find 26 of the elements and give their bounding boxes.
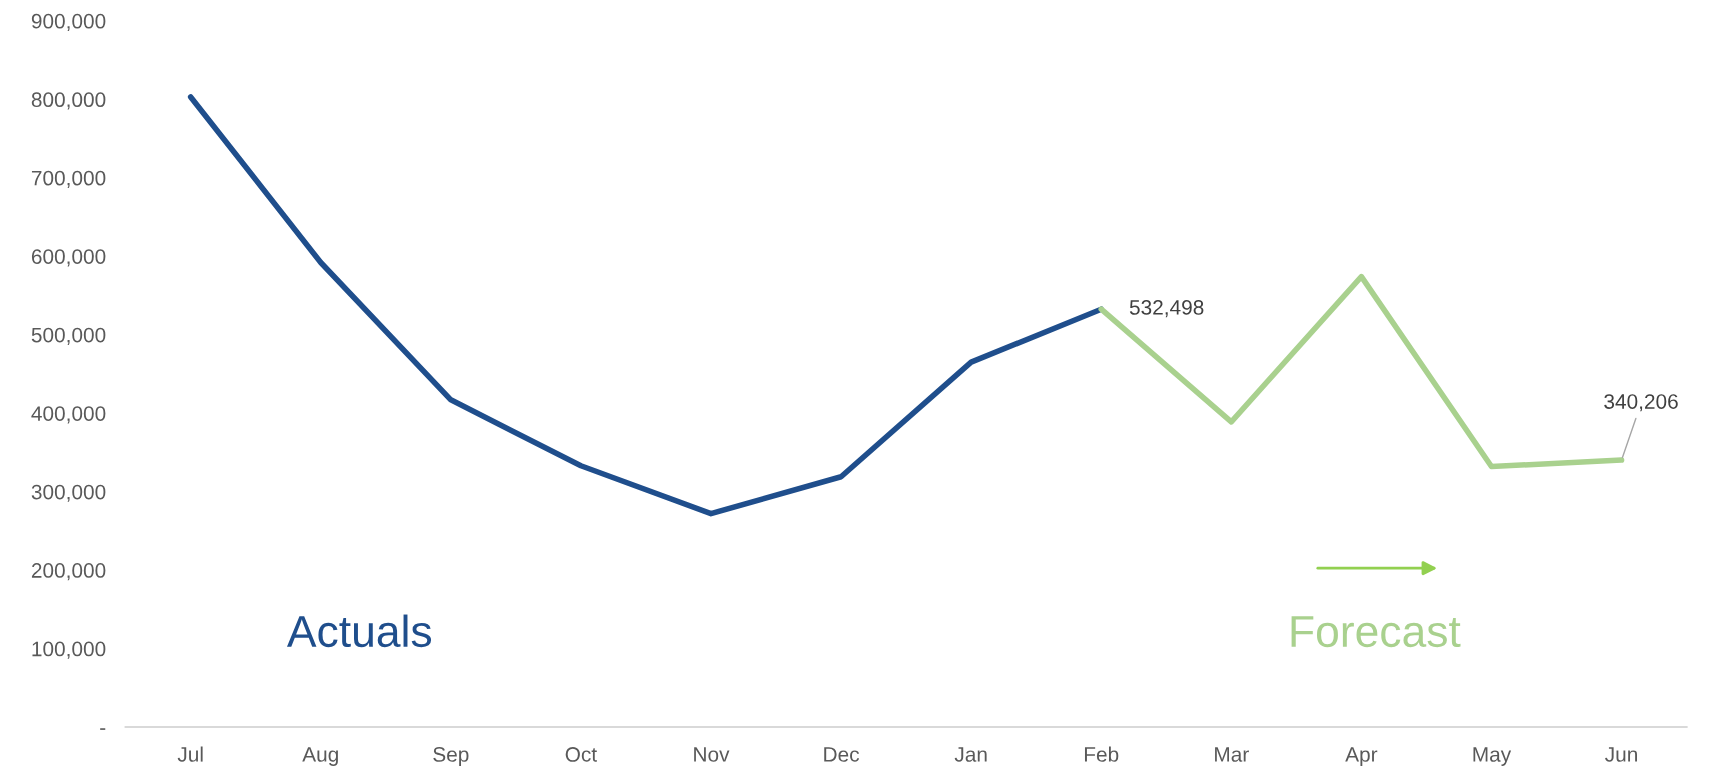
y-tick-label: 800,000 [31,92,106,110]
x-tick-label: Mar [1215,747,1249,762]
x-tick-label: May [1473,747,1512,766]
y-tick-label: 100,000 [32,641,106,659]
data-label: 532,498 [1129,300,1204,318]
text: Actuals [286,614,432,648]
x-tick-label: Oct [565,747,597,762]
x-tick-label: Jul [177,746,203,762]
y-tick-label: 200,000 [31,563,106,581]
y-tick-label: 500,000 [31,327,106,345]
y-tick-label: 300,000 [31,484,106,502]
y-tick-label: 600,000 [31,249,106,267]
text: Forecast [1291,616,1461,648]
x-tick-label: Dec [824,747,860,762]
x-tick-label: Aug [302,747,338,766]
y-tick-label: 400,000 [31,406,106,424]
data-label: 340,206 [1604,394,1678,412]
x-tick-label: Jun [1605,747,1637,762]
y-tick-label: 700,000 [31,170,106,188]
y-tick-label: 900,000 [31,13,106,32]
x-tick-label: Jan [954,747,987,762]
x-tick-label: Apr [1345,747,1378,766]
x-tick-label: Nov [694,747,730,762]
x-tick-label: Feb [1084,746,1119,762]
x-tick-label: Sep [433,747,469,766]
y-tick-label: - [100,728,106,730]
